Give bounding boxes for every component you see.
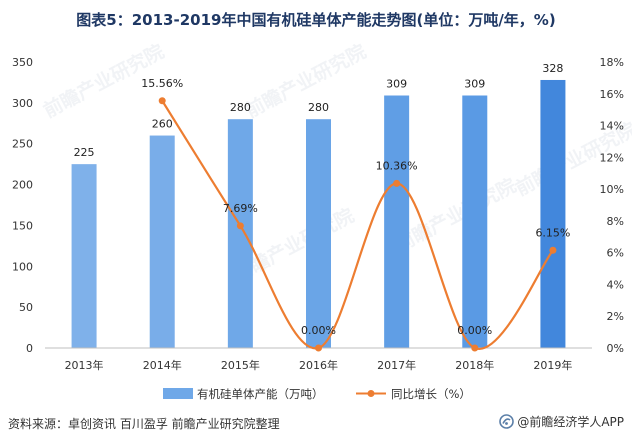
left-axis-tick-label: 100 xyxy=(12,260,33,273)
left-axis-tick-label: 250 xyxy=(12,138,33,151)
footer-brand: @前瞻经济学人APP xyxy=(499,413,624,430)
line-value-label: 10.36% xyxy=(376,159,418,172)
left-axis-tick-label: 50 xyxy=(19,301,33,314)
bar-series xyxy=(71,79,566,348)
line-marker xyxy=(549,246,557,254)
legend-line-marker xyxy=(367,390,375,397)
bar-value-label: 328 xyxy=(542,62,563,75)
legend-bar-swatch xyxy=(163,388,193,399)
bar-value-label: 260 xyxy=(152,118,173,131)
x-axis-tick-label: 2015年 xyxy=(221,358,260,372)
bar-value-label: 309 xyxy=(464,78,485,91)
x-axis-tick-label: 2017年 xyxy=(377,358,416,372)
right-axis: 0% 2% 4% 6% 8% 10% 12% 14% 16% 18% xyxy=(600,56,624,355)
chart-title: 图表5：2013-2019年中国有机硅单体产能走势图(单位：万吨/年，%) xyxy=(76,11,556,29)
x-axis-tick-label: 2019年 xyxy=(533,358,572,372)
left-axis-tick-label: 350 xyxy=(12,56,33,69)
line-marker xyxy=(393,179,401,187)
x-axis-tick-label: 2014年 xyxy=(143,358,182,372)
bar xyxy=(462,95,488,348)
right-axis-tick-label: 16% xyxy=(600,88,624,101)
x-axis: 2013年 2014年 2015年 2016年 2017年 2018年 2019年 xyxy=(65,358,573,372)
bar xyxy=(71,164,97,348)
right-axis-tick-label: 12% xyxy=(600,151,624,164)
line-marker xyxy=(471,344,479,352)
line-value-label: 0.00% xyxy=(301,324,336,337)
footer-brand-label: @前瞻经济学人APP xyxy=(517,415,624,429)
bar-value-label: 309 xyxy=(386,78,407,91)
legend-line-label: 同比增长（%） xyxy=(391,387,471,401)
line-series xyxy=(158,97,557,352)
line-value-label: 7.69% xyxy=(223,202,258,215)
legend-bar-label: 有机硅单体产能（万吨） xyxy=(197,387,324,401)
footer-source: 资料来源：卓创资讯 百川盈孚 前瞻产业研究院整理 xyxy=(8,417,280,431)
left-axis-tick-label: 150 xyxy=(12,219,33,232)
line-value-label: 6.15% xyxy=(535,226,570,239)
line-value-label: 0.00% xyxy=(457,324,492,337)
bar xyxy=(227,119,253,348)
left-axis-tick-label: 0 xyxy=(26,342,33,355)
right-axis-tick-label: 4% xyxy=(607,278,624,291)
bar-value-label: 280 xyxy=(230,101,251,114)
right-axis-tick-label: 6% xyxy=(607,247,624,260)
right-axis-tick-label: 14% xyxy=(600,120,624,133)
x-axis-tick-label: 2013年 xyxy=(65,358,104,372)
legend: 有机硅单体产能（万吨） 同比增长（%） xyxy=(163,387,471,401)
line-value-label: 15.56% xyxy=(141,77,183,90)
left-axis: 0 50 100 150 200 250 300 350 xyxy=(12,56,33,355)
right-axis-tick-label: 18% xyxy=(600,56,624,69)
watermark-text: 前瞻产业研究院 xyxy=(392,174,520,257)
growth-line xyxy=(161,100,554,350)
right-axis-tick-label: 0% xyxy=(607,342,624,355)
watermark-text: 前瞻产业研究院 xyxy=(242,40,370,123)
x-axis-tick-label: 2018年 xyxy=(455,358,494,372)
left-axis-tick-label: 300 xyxy=(12,97,33,110)
right-axis-tick-label: 8% xyxy=(607,215,624,228)
bar-value-label: 225 xyxy=(74,146,95,159)
left-axis-tick-label: 200 xyxy=(12,179,33,192)
line-marker xyxy=(236,222,244,230)
bar-value-labels: 225 260 280 280 309 309 328 xyxy=(74,62,564,159)
bar xyxy=(540,79,566,348)
line-marker xyxy=(315,344,322,352)
bar xyxy=(384,95,410,348)
x-axis-tick-label: 2016年 xyxy=(299,358,338,372)
qianzhan-logo-icon xyxy=(499,414,515,429)
right-axis-tick-label: 2% xyxy=(607,310,624,323)
line-value-labels: 15.56% 7.69% 0.00% 10.36% 0.00% 6.15% xyxy=(141,77,570,337)
bar xyxy=(149,135,175,348)
bar xyxy=(306,119,331,348)
bar-value-label: 280 xyxy=(308,101,329,114)
right-axis-tick-label: 10% xyxy=(600,183,624,196)
line-marker xyxy=(158,97,166,105)
